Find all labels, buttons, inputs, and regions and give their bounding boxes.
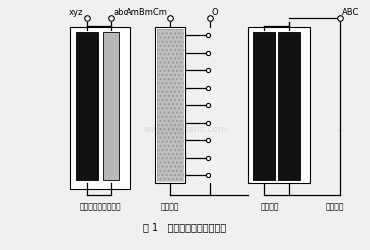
Text: 图 1   变压器线圈内部连接图: 图 1 变压器线圈内部连接图: [144, 222, 226, 232]
Text: ABC: ABC: [342, 8, 359, 17]
Text: 串联绕组: 串联绕组: [326, 202, 344, 211]
Bar: [103, 32, 119, 180]
Text: www.elecians.com: www.elecians.com: [143, 126, 227, 134]
Text: O: O: [212, 8, 219, 17]
Text: 调压绕组: 调压绕组: [161, 202, 179, 211]
Bar: [76, 32, 98, 180]
Bar: [278, 32, 300, 180]
Text: 低压及低压励磁绕组: 低压及低压励磁绕组: [79, 202, 121, 211]
Text: AmBmCm: AmBmCm: [126, 8, 168, 17]
Bar: [157, 29, 183, 181]
Bar: [157, 29, 183, 181]
Bar: [70, 27, 130, 189]
Text: abc: abc: [113, 8, 128, 17]
Bar: [248, 27, 310, 183]
Bar: [253, 32, 275, 180]
Text: 公共绕组: 公共绕组: [261, 202, 279, 211]
Bar: [155, 27, 185, 183]
Text: xyz: xyz: [68, 8, 83, 17]
